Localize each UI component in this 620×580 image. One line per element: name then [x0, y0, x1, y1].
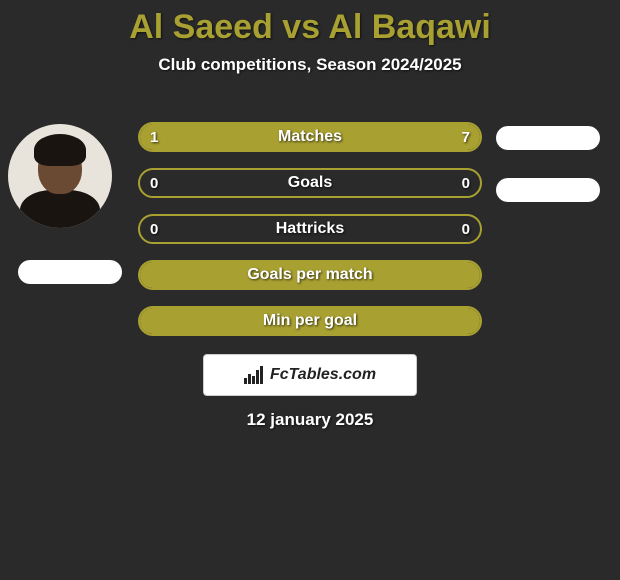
player-right-name-pill-1	[496, 126, 600, 150]
stat-row: 17Matches	[138, 122, 482, 152]
stat-label: Matches	[140, 124, 480, 150]
subtitle: Club competitions, Season 2024/2025	[0, 55, 620, 75]
player-right-name-pill-2	[496, 178, 600, 202]
date-text: 12 january 2025	[0, 410, 620, 430]
player-left-avatar	[8, 124, 112, 228]
stats-bars: 17Matches 00Goals 00Hattricks Goals per mat…	[138, 122, 482, 352]
stat-label: Goals	[140, 170, 480, 196]
stat-label: Min per goal	[140, 308, 480, 334]
brand-badge: FcTables.com	[203, 354, 417, 396]
stat-label: Goals per match	[140, 262, 480, 288]
stat-label: Hattricks	[140, 216, 480, 242]
stat-row: 00Goals	[138, 168, 482, 198]
stat-row: 00Hattricks	[138, 214, 482, 244]
bar-chart-icon	[244, 366, 264, 384]
brand-text: FcTables.com	[270, 366, 376, 384]
stat-row: Min per goal	[138, 306, 482, 336]
stat-row: Goals per match	[138, 260, 482, 290]
player-left-name-pill	[18, 260, 122, 284]
page-title: Al Saeed vs Al Baqawi	[0, 0, 620, 47]
